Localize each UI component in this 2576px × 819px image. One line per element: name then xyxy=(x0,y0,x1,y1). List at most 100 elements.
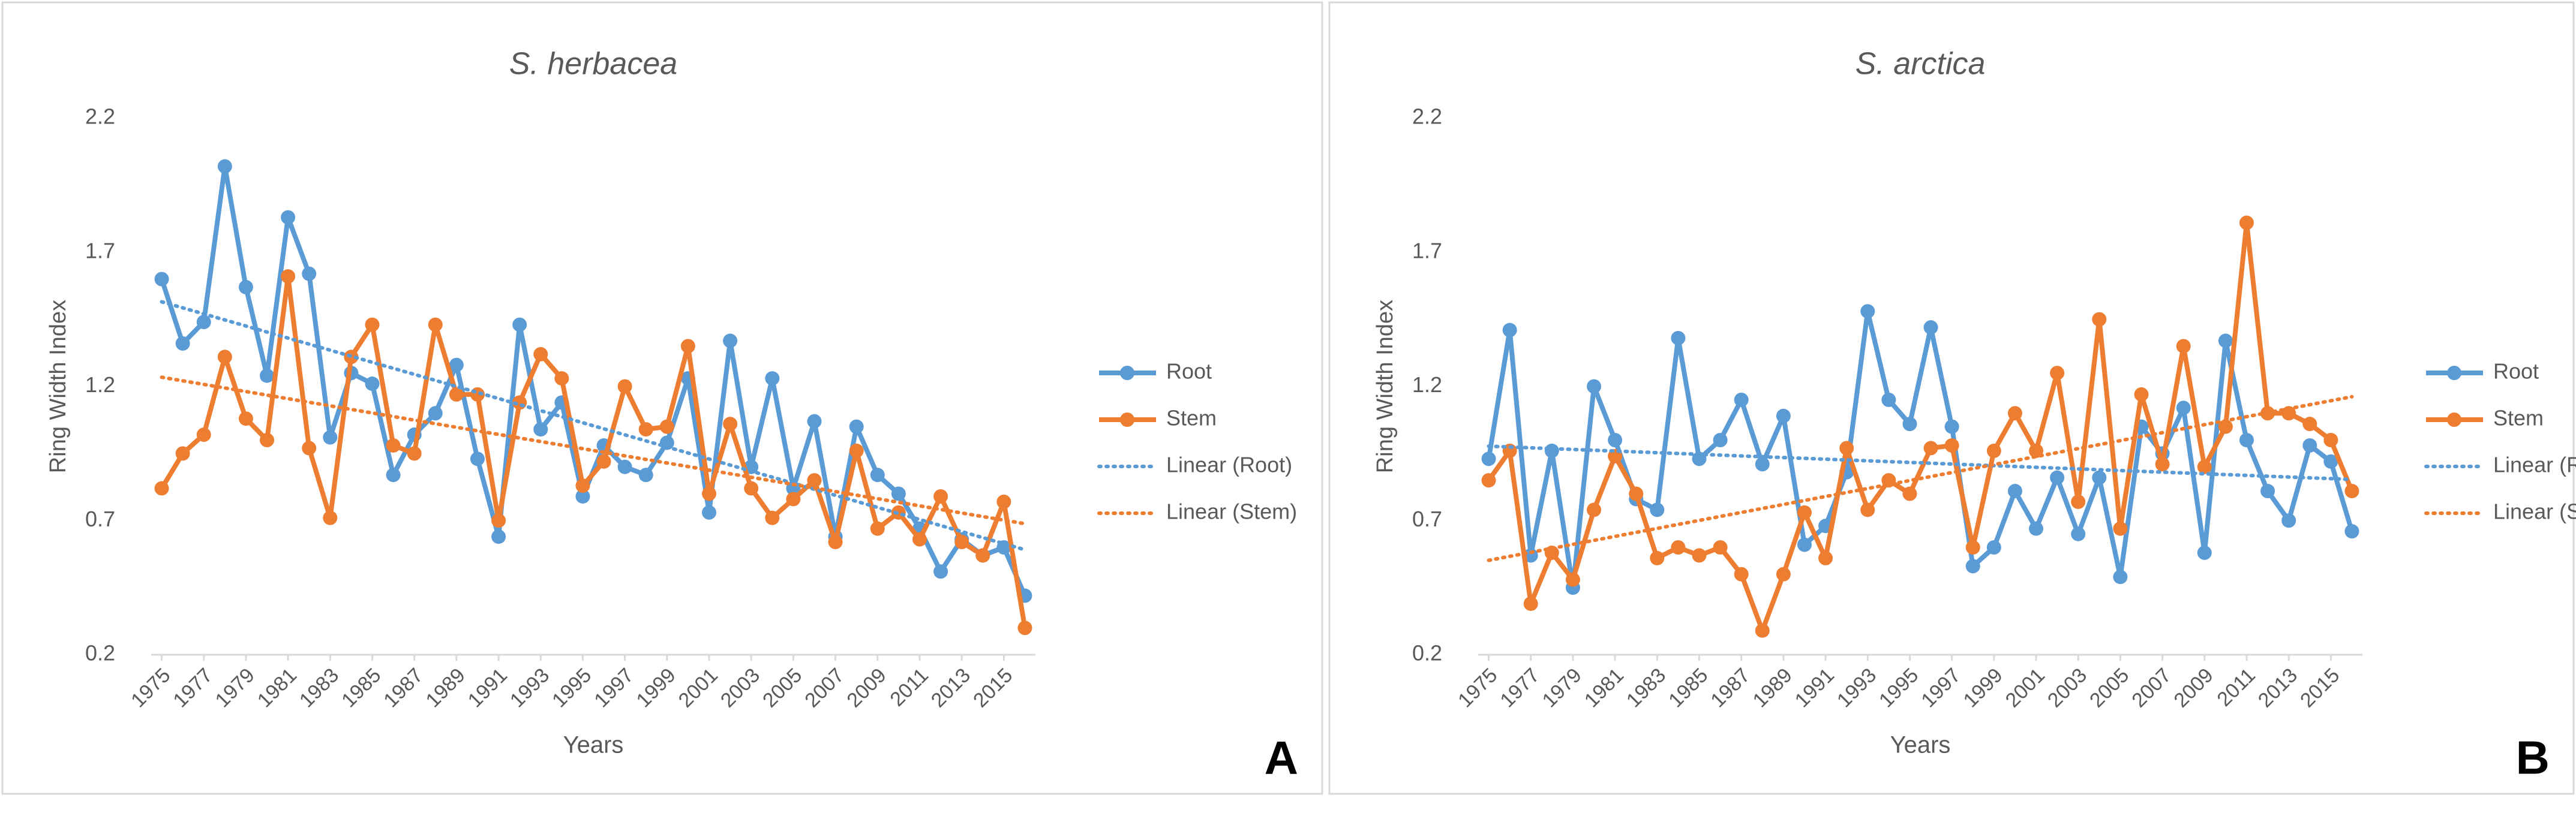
trendline xyxy=(160,375,1027,526)
data-point xyxy=(238,279,253,294)
data-point xyxy=(533,347,548,362)
data-point xyxy=(1755,623,1770,638)
data-point xyxy=(2344,524,2359,539)
data-point xyxy=(2344,484,2359,499)
data-point xyxy=(1713,433,1728,447)
data-point xyxy=(2197,459,2212,474)
legend-label: Root xyxy=(1166,359,1212,384)
data-point xyxy=(1965,540,1980,555)
data-point xyxy=(302,441,317,456)
y-tick-label: 1.2 xyxy=(1412,372,1442,397)
data-point xyxy=(1797,505,1812,520)
x-axis-label: Years xyxy=(563,732,624,758)
data-point xyxy=(2302,438,2317,453)
data-point xyxy=(1797,537,1812,552)
legend-label: Linear (Stem) xyxy=(1166,499,1297,524)
trendline xyxy=(1487,395,2354,562)
data-point xyxy=(870,521,885,536)
data-point xyxy=(1944,438,1959,453)
data-point xyxy=(491,529,506,544)
data-point xyxy=(2050,366,2065,381)
data-point xyxy=(638,422,653,437)
data-point xyxy=(1734,392,1749,407)
data-point xyxy=(744,481,759,496)
data-point xyxy=(2092,470,2107,485)
data-point xyxy=(1650,502,1665,517)
data-point xyxy=(2155,457,2170,472)
data-point xyxy=(1692,451,1707,466)
chart-panel: S. arcticaB0.20.71.21.72.219751977197919… xyxy=(1328,1,2576,795)
data-point xyxy=(2281,513,2296,528)
data-point xyxy=(323,510,338,525)
data-point xyxy=(1671,540,1686,555)
data-point xyxy=(933,564,948,579)
data-point xyxy=(723,417,738,432)
data-point xyxy=(870,468,885,483)
data-point xyxy=(2113,521,2128,536)
data-point xyxy=(807,414,822,429)
data-point xyxy=(2007,484,2022,499)
y-axis-label: Ring Width Index xyxy=(1373,300,1398,473)
legend-marker xyxy=(1120,412,1134,427)
data-point xyxy=(1650,550,1665,565)
data-point xyxy=(512,317,527,332)
data-point xyxy=(302,266,317,281)
data-point xyxy=(1017,621,1032,636)
data-point xyxy=(1502,323,1517,338)
data-point xyxy=(449,387,464,402)
data-point xyxy=(954,535,969,550)
data-point xyxy=(2302,417,2317,432)
data-point xyxy=(680,339,695,354)
legend-marker xyxy=(2447,412,2461,427)
data-point xyxy=(2218,333,2233,348)
data-point xyxy=(933,489,948,504)
y-tick-label: 0.7 xyxy=(1412,507,1442,531)
data-point xyxy=(2197,545,2212,560)
data-point xyxy=(2176,339,2191,354)
data-point xyxy=(1839,441,1854,456)
panel-border xyxy=(1,1,1323,795)
data-point xyxy=(1671,330,1686,345)
data-point xyxy=(1776,567,1791,582)
data-point xyxy=(975,548,990,563)
y-tick-label: 2.2 xyxy=(85,104,115,129)
data-point xyxy=(154,481,169,496)
data-point xyxy=(1523,596,1538,611)
y-tick-label: 0.2 xyxy=(1412,641,1442,666)
legend-label: Root xyxy=(2493,359,2539,384)
data-point xyxy=(175,446,190,461)
data-point xyxy=(428,406,443,421)
data-point xyxy=(365,317,380,332)
data-point xyxy=(2050,470,2065,485)
x-axis-label: Years xyxy=(1890,732,1951,758)
data-point xyxy=(1818,550,1833,565)
data-point xyxy=(281,269,296,284)
data-point xyxy=(1734,567,1749,582)
legend-marker xyxy=(1120,366,1134,380)
data-point xyxy=(554,371,569,386)
data-point xyxy=(1860,304,1875,319)
data-point xyxy=(1481,451,1496,466)
data-point xyxy=(1944,419,1959,434)
data-point xyxy=(491,513,506,528)
legend-marker xyxy=(2447,366,2461,380)
data-point xyxy=(1923,320,1938,335)
data-point xyxy=(765,510,780,525)
panel-label: B xyxy=(2516,731,2550,784)
data-point xyxy=(470,451,485,466)
data-point xyxy=(786,492,801,507)
data-point xyxy=(1776,408,1791,423)
data-point xyxy=(2239,215,2254,230)
data-point xyxy=(2092,312,2107,327)
data-point xyxy=(196,315,211,330)
data-point xyxy=(1565,572,1580,587)
data-point xyxy=(702,505,717,520)
data-point xyxy=(2323,454,2338,469)
data-point xyxy=(617,459,632,474)
data-point xyxy=(323,430,338,445)
data-point xyxy=(723,333,738,348)
data-point xyxy=(407,446,422,461)
data-point xyxy=(428,317,443,332)
panel-label: A xyxy=(1265,731,1298,784)
data-point xyxy=(1608,433,1623,447)
